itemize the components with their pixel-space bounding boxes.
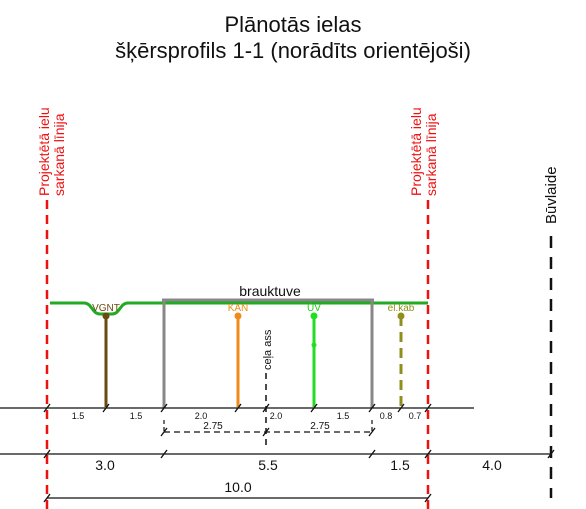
dim-small-4: 2.0 <box>270 411 283 421</box>
dim-main-2: 5.5 <box>258 457 278 473</box>
dim-main-4: 4.0 <box>482 457 502 473</box>
utility-vgnt: VGNT <box>92 303 120 407</box>
dim-ticks-mid <box>160 427 376 437</box>
dim-main-3: 1.5 <box>390 457 410 473</box>
road-axis-label: ceļa ass <box>262 329 274 370</box>
title-line-1: Plānotās ielas <box>224 12 362 37</box>
build-line-label: Būvlaide <box>543 166 560 224</box>
dim-ticks-small <box>43 403 432 413</box>
utility-label-kan: KAN <box>228 303 249 314</box>
utility-label-uv: ŪV <box>307 302 321 314</box>
dim-small-3: 2.0 <box>195 411 208 421</box>
carriageway-label: brauktuve <box>239 283 301 299</box>
utility-label-vgnt: VGNT <box>92 303 120 314</box>
title-line-2: šķērsprofils 1-1 (norādīts orientējoši) <box>115 38 471 63</box>
utility-label-elkab: el.kab <box>388 303 415 314</box>
utility-kan: KAN <box>228 303 249 407</box>
dim-small-1: 1.5 <box>72 411 85 421</box>
dim-mid-1: 2.75 <box>203 421 223 432</box>
dim-total: 10.0 <box>224 479 251 495</box>
red-line-left-label-2: sarkanā līnija <box>51 113 67 196</box>
utility-uv: ŪV <box>307 302 321 407</box>
dim-small-6: 0.8 <box>380 411 393 421</box>
dim-mid-2: 2.75 <box>310 421 330 432</box>
dim-ticks-main <box>43 449 555 459</box>
utility-midpoint-uv <box>311 342 317 348</box>
red-line-right-label-2: sarkanā līnija <box>423 113 439 196</box>
utility-elkab: el.kab <box>388 303 415 407</box>
dim-small-5: 1.5 <box>337 411 350 421</box>
dim-main-1: 3.0 <box>95 457 115 473</box>
red-line-left-label-1: Projektētā ielu <box>36 107 52 196</box>
dim-ticks-total <box>43 493 432 503</box>
diagram-title: Plānotās ielas šķērsprofils 1-1 (norādīt… <box>0 12 586 64</box>
dim-small-2: 1.5 <box>130 411 143 421</box>
dim-small-7: 0.7 <box>409 411 422 421</box>
red-line-right-label-1: Projektētā ielu <box>408 107 424 196</box>
